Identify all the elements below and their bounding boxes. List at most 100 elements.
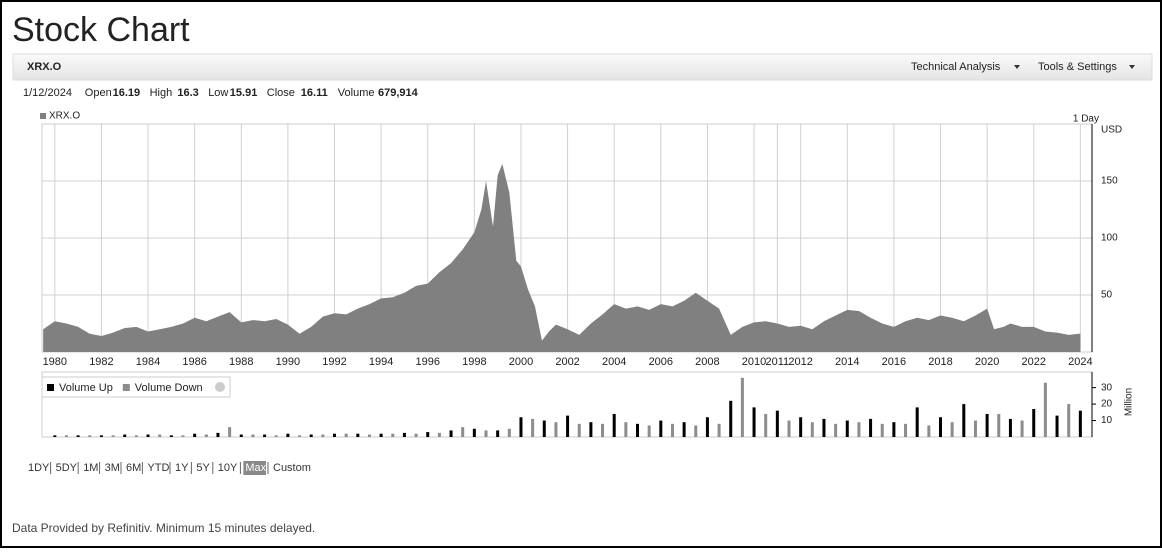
volume-bar	[274, 435, 278, 437]
x-tick-label: 2020	[975, 356, 999, 368]
volume-bar	[216, 432, 220, 437]
volume-bar	[834, 423, 838, 437]
volume-bar	[601, 423, 605, 437]
volume-bar	[810, 422, 814, 437]
legend-label: Volume Down	[135, 382, 203, 394]
range-option[interactable]: 1DY	[28, 462, 50, 474]
legend-swatch	[122, 384, 130, 391]
range-option[interactable]: 1M	[83, 462, 98, 474]
volume-bar	[496, 430, 500, 437]
legend-box	[41, 376, 231, 398]
x-tick-label: 1984	[136, 356, 160, 368]
quote-value: 16.3	[177, 87, 198, 99]
y-axis-label: USD	[1101, 125, 1122, 136]
symbol: XRX.O	[27, 61, 62, 73]
volume-bar	[880, 423, 884, 437]
title: Stock Chart	[12, 11, 190, 49]
x-tick-label: 2022	[1021, 356, 1045, 368]
range-option[interactable]: 5DY	[56, 462, 78, 474]
volume-bar	[577, 423, 581, 437]
volume-bar	[251, 434, 255, 437]
range-option[interactable]: 10Y	[218, 462, 238, 474]
x-tick-label: 2024	[1068, 356, 1092, 368]
x-tick-label: 1986	[182, 356, 206, 368]
volume-bar	[1032, 409, 1036, 437]
volume-bar	[99, 435, 103, 437]
volume-bar	[682, 422, 686, 437]
toolbar	[12, 53, 1153, 81]
quote-label: Volume	[338, 87, 375, 99]
volume-bar	[705, 417, 709, 437]
volume-bar	[402, 432, 406, 437]
range-option[interactable]: YTD	[147, 462, 169, 474]
volume-bar	[822, 418, 826, 437]
quote-value: 15.91	[230, 87, 258, 99]
volume-bar	[787, 420, 791, 437]
y-tick-label: 150	[1101, 176, 1118, 187]
volume-bar	[193, 433, 197, 437]
y-tick-label: 20	[1101, 399, 1113, 410]
volume-bar	[904, 423, 908, 437]
volume-bar	[461, 427, 465, 437]
volume-bar	[775, 410, 779, 437]
x-tick-label: 2006	[649, 356, 673, 368]
volume-bar	[1067, 404, 1071, 437]
range-option[interactable]: 3M	[105, 462, 120, 474]
volume-bar	[973, 420, 977, 437]
volume-bar	[146, 434, 150, 437]
menu[interactable]: Technical Analysis	[911, 61, 1001, 73]
x-tick-label: 1994	[369, 356, 393, 368]
range-option[interactable]: 1Y	[175, 462, 189, 474]
volume-bar	[169, 435, 173, 437]
volume-bar	[344, 433, 348, 437]
volume-bar	[566, 415, 570, 437]
volume-bar	[542, 420, 546, 437]
legend-label: Volume Up	[59, 382, 113, 394]
volume-bar	[915, 407, 919, 437]
x-tick-label: 2000	[509, 356, 533, 368]
volume-bar	[286, 433, 290, 437]
volume-bar	[472, 428, 476, 437]
volume-bar	[379, 433, 383, 437]
volume-bar	[845, 420, 849, 437]
volume-bar	[484, 430, 488, 437]
caret	[1129, 65, 1135, 69]
volume-bar	[309, 434, 313, 437]
volume-bar	[123, 434, 127, 437]
quote-value: 679,914	[378, 87, 419, 99]
range-option[interactable]: Max	[245, 462, 266, 474]
volume-bar	[717, 423, 721, 437]
caret	[1014, 65, 1020, 69]
range-option[interactable]: Custom	[273, 462, 311, 474]
quote-date: 1/12/2024	[23, 87, 72, 99]
volume-bar	[670, 423, 674, 437]
range-option[interactable]: 6M	[126, 462, 141, 474]
volume-bar	[554, 422, 558, 437]
volume-bar	[414, 433, 418, 437]
volume-bar	[88, 435, 92, 437]
y-tick-label: 100	[1101, 233, 1118, 244]
menu[interactable]: Tools & Settings	[1038, 61, 1117, 73]
quote-label: Close	[267, 87, 295, 99]
volume-bar	[391, 433, 395, 437]
x-tick-label: 1990	[276, 356, 300, 368]
volume-bar	[263, 434, 267, 437]
legend-swatch	[47, 384, 54, 391]
volume-bar	[507, 428, 511, 437]
interval: 1 Day	[1073, 114, 1099, 125]
quote-label: High	[150, 87, 173, 99]
volume-bar	[1043, 382, 1047, 437]
x-tick-label: 2002	[555, 356, 579, 368]
x-tick-label: 2008	[695, 356, 719, 368]
x-tick-label: 1996	[415, 356, 439, 368]
volume-bar	[927, 425, 931, 437]
volume-bar	[1055, 415, 1059, 437]
range-option[interactable]: 5Y	[196, 462, 210, 474]
volume-bar	[356, 433, 360, 437]
x-tick-label: 2014	[835, 356, 859, 368]
legend-label: XRX.O	[49, 111, 80, 122]
volume-bar	[939, 417, 943, 437]
quote-label: Open	[85, 87, 112, 99]
volume-bar	[740, 377, 744, 437]
